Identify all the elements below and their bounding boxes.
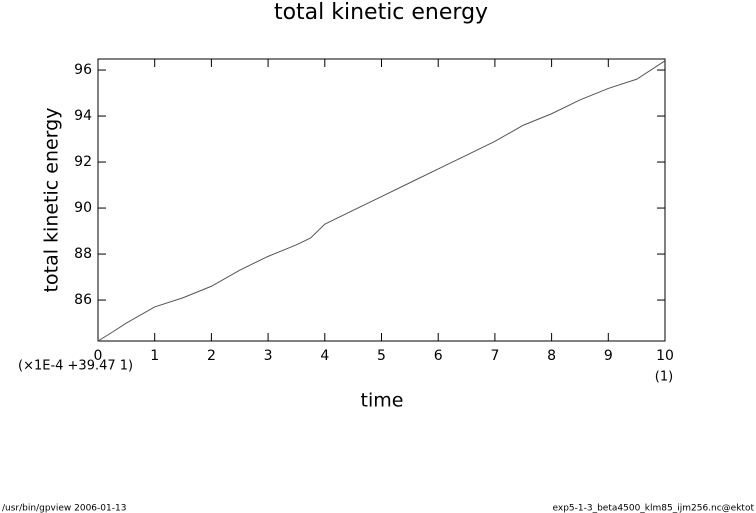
- data-line: [97, 60, 666, 342]
- x-tick-label: 9: [604, 348, 613, 364]
- x-unit: (1): [655, 370, 673, 385]
- x-tick-label: 2: [207, 348, 216, 364]
- chart-title: total kinetic energy: [274, 0, 488, 25]
- y-tick-label: 94: [74, 108, 92, 124]
- x-tick-label: 3: [264, 348, 273, 364]
- y-scale-note: (×1E-4 +39.47 1): [18, 359, 133, 374]
- x-tick-label: 0: [94, 348, 103, 364]
- y-tick-label: 96: [74, 62, 92, 78]
- y-tick-label: 88: [74, 246, 92, 262]
- plot-frame: [97, 58, 666, 342]
- x-tick-label: 5: [377, 348, 386, 364]
- x-tick-label: 7: [490, 348, 499, 364]
- x-tick-label: 1: [150, 348, 159, 364]
- y-tick-label: 90: [74, 200, 92, 216]
- y-tick-label: 92: [74, 154, 92, 170]
- x-tick-label: 8: [547, 348, 556, 364]
- y-tick-label: 86: [74, 292, 92, 308]
- y-axis-label: total kinetic energy: [41, 108, 63, 293]
- footer-right: exp5-1-3_beta4500_klm85_ijm256.nc@ektot: [553, 504, 755, 513]
- footer-left: /usr/bin/gpview 2006-01-13: [2, 504, 126, 513]
- x-tick-label: 4: [320, 348, 329, 364]
- x-tick-label: 6: [434, 348, 443, 364]
- x-axis-label: time: [361, 390, 404, 412]
- x-tick-label: 10: [656, 348, 674, 364]
